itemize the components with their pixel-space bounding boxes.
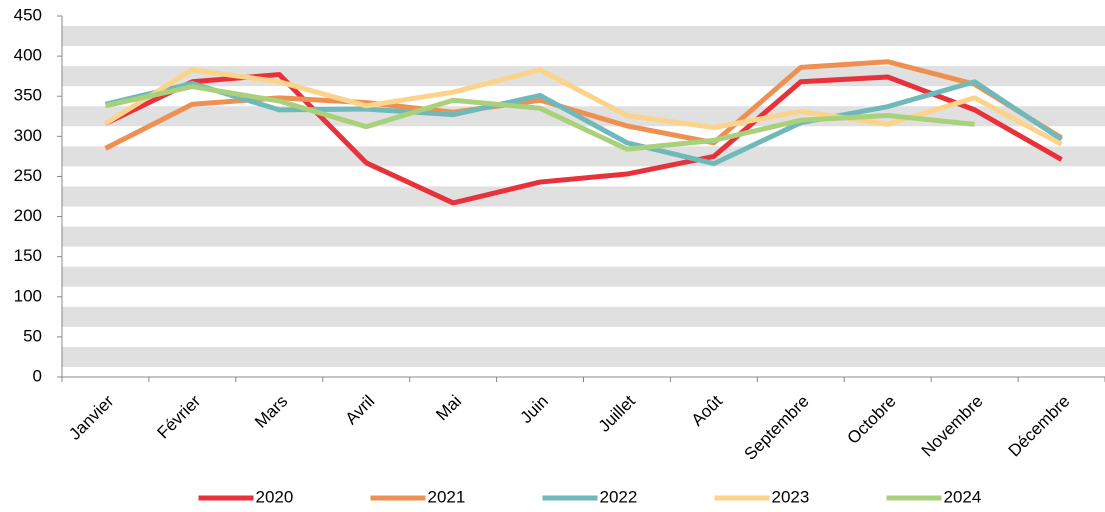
y-tick-label: 200	[14, 206, 42, 225]
x-tick-label: Décembre	[1005, 392, 1074, 461]
y-tick-label: 0	[33, 366, 42, 385]
x-tick-label: Novembre	[918, 392, 987, 461]
legend-label: 2021	[428, 487, 466, 506]
x-tick-label: Août	[688, 391, 726, 429]
x-tick-label: Février	[154, 391, 205, 442]
y-tick-label: 250	[14, 166, 42, 185]
y-tick-label: 150	[14, 246, 42, 265]
series-line	[104, 84, 975, 152]
grid-band	[62, 266, 1105, 287]
x-tick-label: Mai	[432, 392, 465, 425]
y-tick-label: 100	[14, 286, 42, 305]
grid-band	[62, 186, 1105, 207]
x-tick-label: Avril	[342, 392, 379, 429]
y-tick-label: 400	[14, 46, 42, 65]
grid-band	[62, 26, 1105, 47]
grid-band	[62, 146, 1105, 167]
y-tick-label: 450	[14, 5, 42, 24]
grid-band	[62, 346, 1105, 367]
series-line	[104, 67, 1063, 147]
x-tick-label: Janvier	[65, 391, 117, 443]
legend-label: 2022	[600, 487, 638, 506]
grid-band	[62, 306, 1105, 327]
grid-band	[62, 226, 1105, 247]
legend-label: 2023	[772, 487, 810, 506]
x-tick-label: Mars	[251, 392, 291, 432]
y-tick-label: 350	[14, 86, 42, 105]
legend-label: 2020	[256, 487, 294, 506]
x-tick-label: Juillet	[595, 391, 639, 435]
series-line	[104, 72, 1063, 206]
x-tick-label: Juin	[517, 392, 552, 427]
y-tick-label: 300	[14, 126, 42, 145]
y-tick-label: 50	[23, 326, 42, 345]
x-tick-label: Octobre	[844, 392, 900, 448]
series-line	[104, 79, 1063, 167]
legend-label: 2024	[944, 487, 982, 506]
x-tick-label: Septembre	[741, 392, 813, 464]
